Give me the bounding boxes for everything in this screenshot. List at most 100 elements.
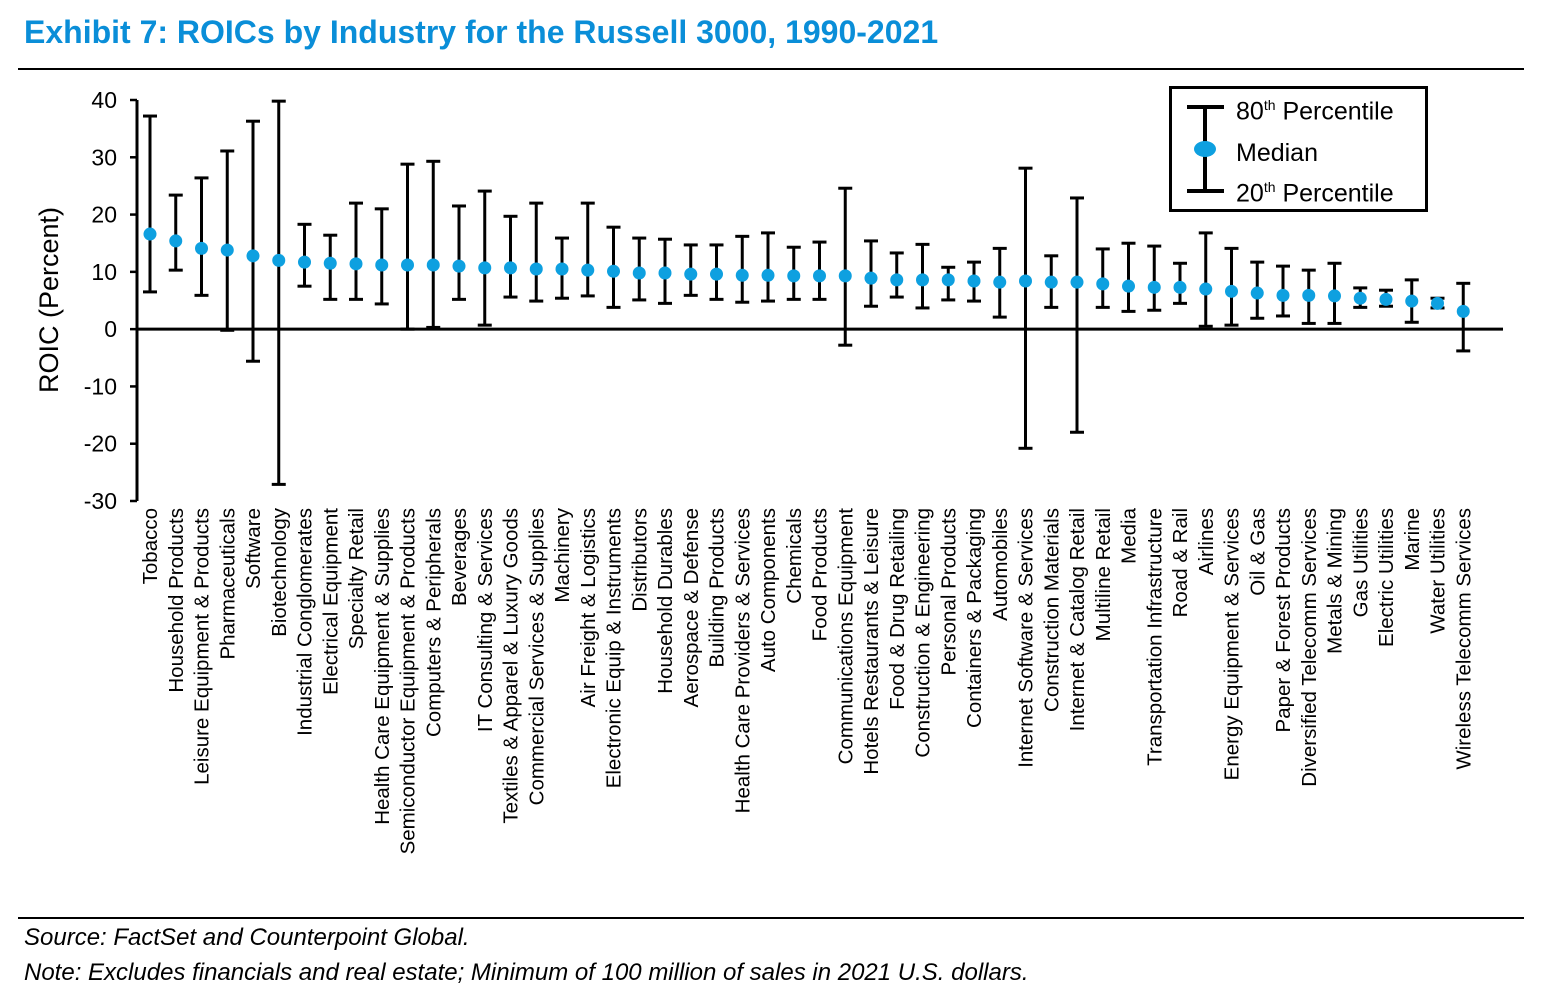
x-tick-label: Beverages [448,508,471,606]
legend-errorbar-icon [1187,105,1224,193]
median-point [632,266,646,280]
median-point [246,249,260,263]
median-point [1353,291,1367,305]
y-tick-label: 0 [104,316,117,342]
median-point [941,273,955,287]
x-tick-label: Construction & Engineering [912,508,935,758]
median-point [1250,286,1264,300]
median-point [1379,292,1393,306]
x-tick-label: Airlines [1195,508,1218,575]
x-tick-label: Specialty Retail [345,508,368,649]
y-tick-label: 20 [91,202,117,228]
median-point [1173,280,1187,294]
x-tick-label: Personal Products [937,508,960,676]
median-point [1096,277,1110,291]
y-tick-label: -10 [84,373,117,399]
median-point [1456,304,1470,318]
x-tick-label: Wireless Telecomm Services [1452,508,1475,770]
median-point [1431,296,1444,310]
y-axis-label: ROIC (Percent) [34,207,64,393]
median-point [323,256,337,270]
x-tick-label: Construction Materials [1040,508,1063,712]
x-tick-label: IT Consulting & Services [474,508,497,732]
legend-80th: 80th Percentile [1236,97,1394,126]
legend-median: Median [1236,139,1318,167]
median-point [1122,279,1135,293]
x-tick-label: Leisure Equipment & Products [191,508,214,785]
y-tick-label: 30 [91,144,117,170]
median-point [1199,282,1213,296]
median-point [761,268,775,282]
x-tick-label: Food Products [809,508,832,641]
x-tick-label: Gas Utilities [1349,508,1372,617]
median-point [426,258,440,272]
median-point [581,263,595,277]
x-tick-label: Food & Drug Retailing [886,508,909,710]
x-tick-label: Industrial Conglomerates [294,508,317,736]
x-tick-label: Hotels Restaurants & Leisure [860,508,883,775]
median-point [555,262,569,276]
x-tick-label: Auto Components [757,508,780,672]
x-tick-label: Air Freight & Logistics [577,508,600,707]
roic-chart: ROIC (Percent) 40 30 20 10 0 -10 -20 -30 Tobacc… [34,87,1503,854]
median-point [838,269,852,283]
x-tick-label: Multiline Retail [1092,508,1115,641]
x-tick-label: Water Utilities [1427,508,1450,634]
x-tick-label: Pharmaceuticals [216,508,239,660]
median-point [452,259,466,273]
x-tick-label: Internet Software & Services [1015,508,1038,768]
footnote: Note: Excludes financials and real estat… [24,959,1029,986]
median-point [504,261,517,275]
x-tick-label: Paper & Forest Products [1272,508,1295,732]
x-tick-label: Computers & Peripherals [422,508,445,737]
x-tick-label: Oil & Gas [1246,508,1269,596]
median-point [1070,275,1084,289]
x-tick-label: Communications Equipment [834,508,857,765]
x-tick-label: Household Durables [654,508,677,694]
median-point [1044,275,1058,289]
median-point [684,267,698,281]
median-point [143,227,157,241]
x-tick-label: Transportation Infrastructure [1143,508,1166,766]
median-point [658,266,672,280]
median-point [993,275,1007,289]
x-tick-label: Machinery [551,507,574,602]
x-tick-label: Commercial Services & Supplies [525,508,548,805]
x-tick-label: Metals & Mining [1324,508,1347,654]
median-point [529,262,543,276]
median-point [349,257,363,271]
y-tick-label: 10 [91,259,117,285]
median-point [735,268,749,282]
x-tick-label: Building Products [706,508,729,668]
x-tick-label: Automobiles [989,508,1012,621]
legend-20th: 20th Percentile [1236,179,1394,208]
median-point [1019,274,1032,288]
median-point [813,269,826,283]
median-point [1276,288,1290,302]
y-tick-label: -20 [84,431,117,457]
x-tick-label: Household Products [165,508,188,693]
x-tick-label: Health Care Providers & Services [731,508,754,813]
bottom-divider [18,917,1524,919]
median-point [478,261,492,275]
x-tick-label: Energy Equipment & Services [1221,508,1244,780]
x-tick-label: Media [1118,507,1141,563]
median-point [710,267,723,281]
median-point [169,234,183,248]
x-tick-label: Semiconductor Equipment & Products [397,508,420,854]
median-point [298,255,311,269]
median-point [787,269,801,283]
median-point [1405,294,1419,308]
median-point [916,273,929,287]
y-axis: 40 30 20 10 0 -10 -20 -30 [84,87,1503,514]
median-point [1147,280,1161,294]
top-divider [18,68,1524,70]
x-axis-labels: Tobacco Household Products Leisure Equipme… [139,507,1475,854]
median-point [195,241,208,255]
x-tick-label: Distributors [628,508,651,612]
x-tick-label: Internet & Catalog Retail [1066,508,1089,731]
x-tick-label: Tobacco [139,508,162,584]
legend: 80th Percentile Median 20th Percentile [1169,86,1428,212]
median-point [1225,284,1238,298]
median-point [890,273,904,287]
